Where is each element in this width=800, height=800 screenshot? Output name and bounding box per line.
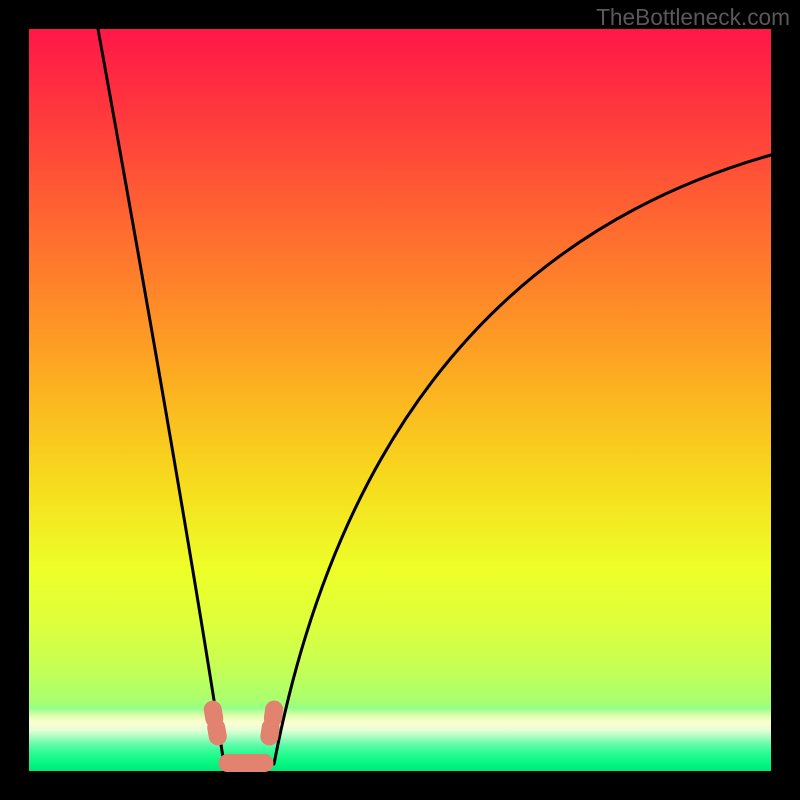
valley-marker <box>219 755 273 772</box>
watermark-text: TheBottleneck.com <box>596 4 790 31</box>
plot-background <box>29 29 771 771</box>
chart-stage: TheBottleneck.com <box>0 0 800 800</box>
bottleneck-chart <box>0 0 800 800</box>
